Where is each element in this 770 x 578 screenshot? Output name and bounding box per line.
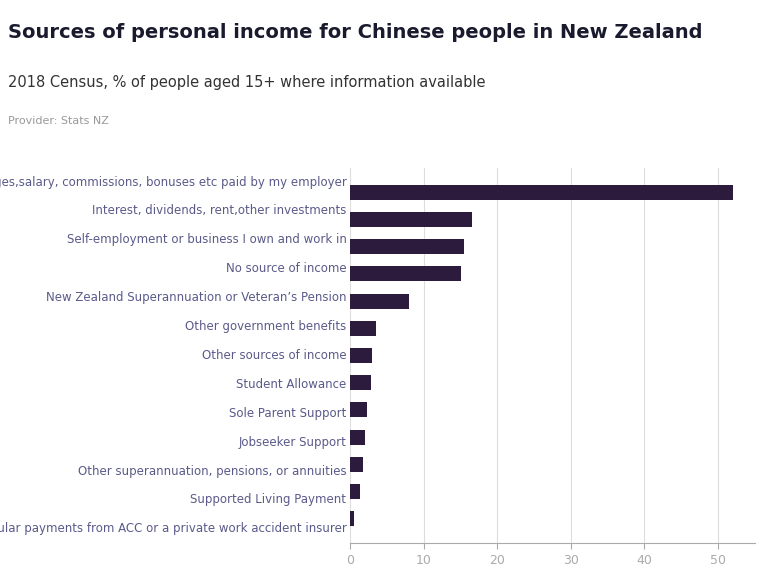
Text: Provider: Stats NZ: Provider: Stats NZ xyxy=(8,116,109,125)
Text: Wages,salary, commissions, bonuses etc paid by my employer: Wages,salary, commissions, bonuses etc p… xyxy=(0,176,346,188)
Text: New Zealand Superannuation or Veteran’s Pension: New Zealand Superannuation or Veteran’s … xyxy=(46,291,346,304)
Bar xyxy=(350,375,371,390)
Text: Sources of personal income for Chinese people in New Zealand: Sources of personal income for Chinese p… xyxy=(8,23,702,42)
Bar xyxy=(350,348,373,363)
Text: 2018 Census, % of people aged 15+ where information available: 2018 Census, % of people aged 15+ where … xyxy=(8,75,485,90)
Bar xyxy=(350,239,464,254)
Bar xyxy=(350,185,732,199)
Bar xyxy=(350,402,367,417)
Bar xyxy=(350,484,360,499)
Bar xyxy=(350,294,409,309)
Bar xyxy=(350,266,460,281)
Bar xyxy=(350,512,354,526)
Text: Interest, dividends, rent,other investments: Interest, dividends, rent,other investme… xyxy=(92,205,346,217)
Bar xyxy=(350,429,365,444)
Text: Student Allowance: Student Allowance xyxy=(236,378,346,391)
Text: Supported Living Payment: Supported Living Payment xyxy=(190,494,346,506)
Text: No source of income: No source of income xyxy=(226,262,346,275)
Text: Jobseeker Support: Jobseeker Support xyxy=(239,436,346,449)
Text: Other sources of income: Other sources of income xyxy=(202,349,346,362)
Text: figure.nz: figure.nz xyxy=(647,33,724,48)
Bar xyxy=(350,212,471,227)
Text: Other government benefits: Other government benefits xyxy=(186,320,346,333)
Bar xyxy=(350,321,376,336)
Text: Sole Parent Support: Sole Parent Support xyxy=(229,407,346,420)
Text: Self-employment or business I own and work in: Self-employment or business I own and wo… xyxy=(67,234,346,246)
Text: Regular payments from ACC or a private work accident insurer: Regular payments from ACC or a private w… xyxy=(0,523,346,535)
Bar xyxy=(350,457,363,472)
Text: Other superannuation, pensions, or annuities: Other superannuation, pensions, or annui… xyxy=(78,465,346,477)
